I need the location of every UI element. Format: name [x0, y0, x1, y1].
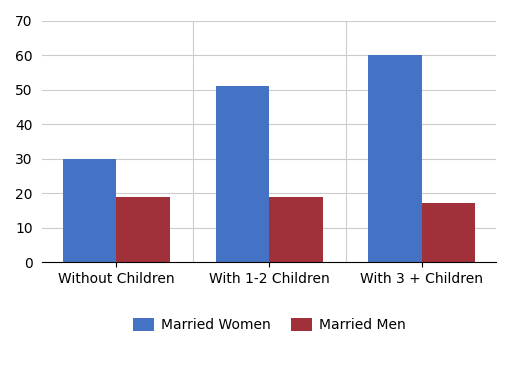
Bar: [216, 86, 269, 262]
Bar: [269, 197, 322, 262]
Legend: Married Women, Married Men: Married Women, Married Men: [127, 312, 411, 338]
Bar: [422, 203, 475, 262]
Bar: [368, 55, 422, 262]
Bar: [63, 158, 117, 262]
Bar: [117, 197, 170, 262]
